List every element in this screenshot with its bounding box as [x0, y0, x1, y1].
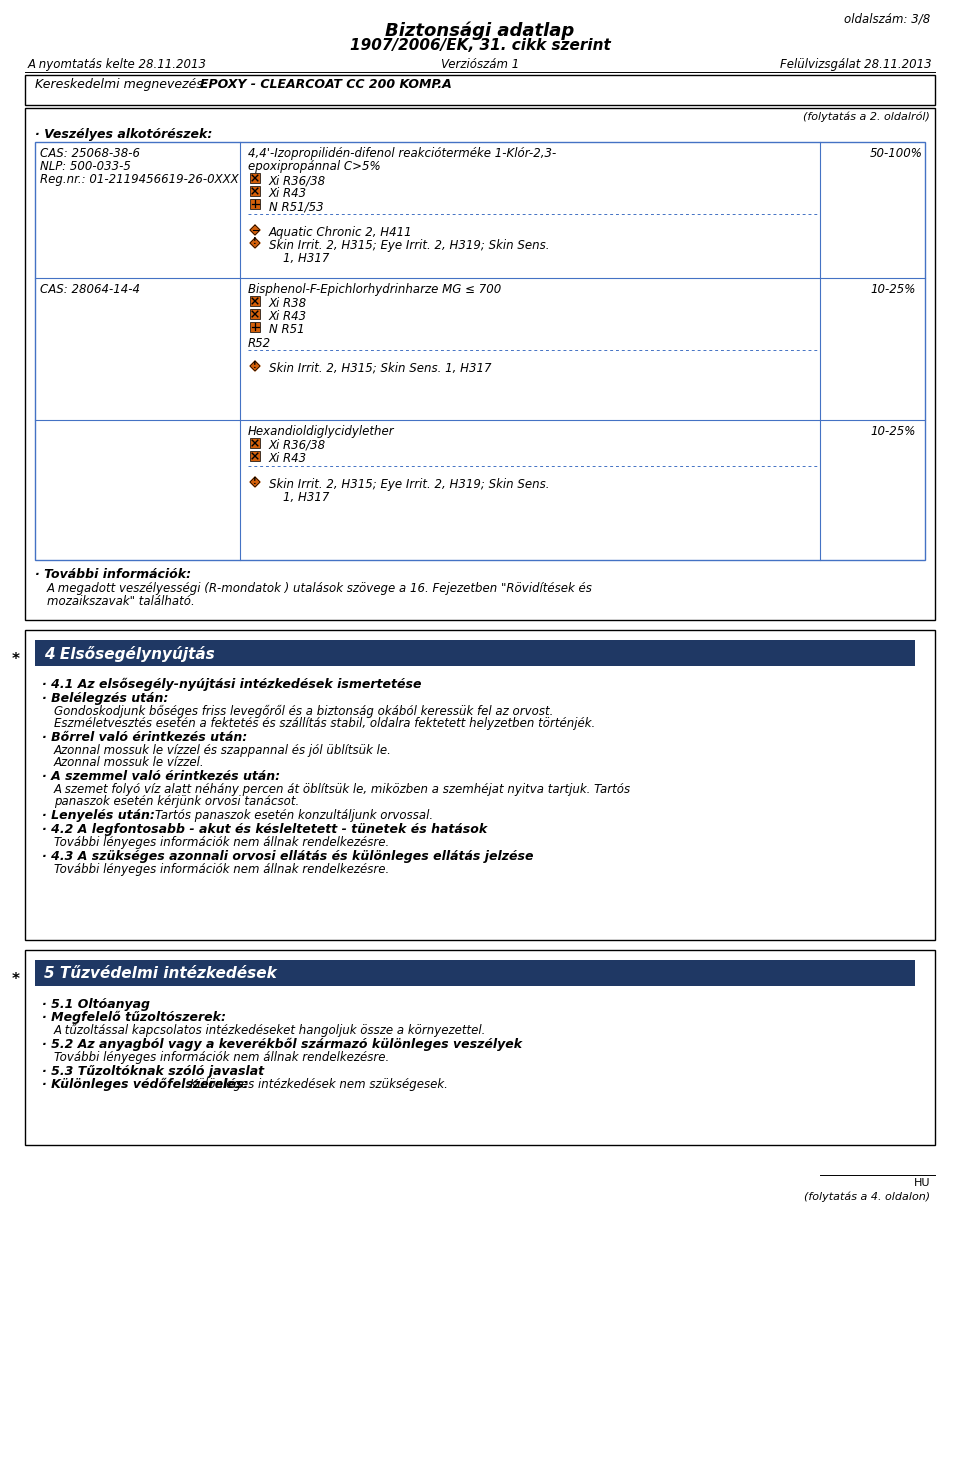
- FancyBboxPatch shape: [250, 199, 260, 209]
- Text: · További információk:: · További információk:: [35, 568, 191, 582]
- Text: Felülvizsgálat 28.11.2013: Felülvizsgálat 28.11.2013: [780, 59, 932, 70]
- Text: Hexandioldiglycidylether: Hexandioldiglycidylether: [248, 425, 395, 438]
- Polygon shape: [250, 360, 260, 371]
- FancyBboxPatch shape: [250, 322, 260, 333]
- FancyBboxPatch shape: [35, 640, 915, 667]
- FancyBboxPatch shape: [250, 186, 260, 196]
- Text: CAS: 25068-38-6: CAS: 25068-38-6: [40, 146, 140, 160]
- Text: Gondoskodjunk bőséges friss levegőről és a biztonság okából keressük fel az orvo: Gondoskodjunk bőséges friss levegőről és…: [54, 705, 553, 718]
- Text: Azonnal mossuk le vízzel.: Azonnal mossuk le vízzel.: [54, 756, 204, 769]
- Text: · 5.2 Az anyagból vagy a keverékből származó különleges veszélyek: · 5.2 Az anyagból vagy a keverékből szár…: [42, 1039, 522, 1052]
- Text: · Lenyelés után:: · Lenyelés után:: [42, 809, 159, 822]
- Text: · Megfelelő tűzoltószerek:: · Megfelelő tűzoltószerek:: [42, 1011, 226, 1024]
- Text: Xi R36/38: Xi R36/38: [269, 174, 326, 188]
- Text: mozaikszavak" található.: mozaikszavak" található.: [47, 595, 195, 608]
- Text: Bisphenol-F-Epichlorhydrinharze MG ≤ 700: Bisphenol-F-Epichlorhydrinharze MG ≤ 700: [248, 283, 501, 296]
- Text: Tartós panaszok esetén konzultáljunk orvossal.: Tartós panaszok esetén konzultáljunk orv…: [155, 809, 433, 822]
- Text: Eszméletvesztés esetén a fektetés és szállítás stabil, oldalra fektetett helyzet: Eszméletvesztés esetén a fektetés és szá…: [54, 716, 595, 730]
- FancyBboxPatch shape: [250, 438, 260, 448]
- Text: · 5.3 Tűzoltóknak szóló javaslat: · 5.3 Tűzoltóknak szóló javaslat: [42, 1065, 264, 1078]
- Text: CAS: 28064-14-4: CAS: 28064-14-4: [40, 283, 140, 296]
- Polygon shape: [250, 226, 260, 234]
- Text: *: *: [12, 971, 20, 987]
- FancyBboxPatch shape: [250, 451, 260, 461]
- Text: · Bőrrel való érintkezés után:: · Bőrrel való érintkezés után:: [42, 731, 248, 744]
- Text: Biztonsági adatlap: Biztonsági adatlap: [385, 22, 575, 41]
- Text: 1, H317: 1, H317: [283, 252, 329, 265]
- Text: HU: HU: [914, 1178, 930, 1188]
- Text: · Veszélyes alkotórészek:: · Veszélyes alkotórészek:: [35, 127, 212, 141]
- Text: NLP: 500-033-5: NLP: 500-033-5: [40, 160, 131, 173]
- Text: · Belélegzés után:: · Belélegzés után:: [42, 691, 168, 705]
- Text: oldalszám: 3/8: oldalszám: 3/8: [844, 12, 930, 25]
- Text: · 4.1 Az elsősegély-nyújtási intézkedések ismertetése: · 4.1 Az elsősegély-nyújtási intézkedése…: [42, 678, 421, 691]
- FancyBboxPatch shape: [25, 630, 935, 941]
- Text: R52: R52: [248, 337, 271, 350]
- Text: *: *: [12, 652, 20, 667]
- Text: · A szemmel való érintkezés után:: · A szemmel való érintkezés után:: [42, 771, 280, 782]
- Text: Aquatic Chronic 2, H411: Aquatic Chronic 2, H411: [269, 226, 413, 239]
- Text: További lényeges információk nem állnak rendelkezésre.: További lényeges információk nem állnak …: [54, 863, 389, 876]
- Polygon shape: [250, 478, 260, 486]
- Text: 10-25%: 10-25%: [870, 283, 916, 296]
- Text: 1907/2006/EK, 31. cikk szerint: 1907/2006/EK, 31. cikk szerint: [349, 38, 611, 53]
- Text: !: !: [253, 360, 257, 369]
- Text: · 4.3 A szükséges azonnali orvosi ellátás és különleges ellátás jelzése: · 4.3 A szükséges azonnali orvosi ellátá…: [42, 850, 534, 863]
- Text: További lényeges információk nem állnak rendelkezésre.: További lényeges információk nem állnak …: [54, 837, 389, 850]
- Text: Skin Irrit. 2, H315; Eye Irrit. 2, H319; Skin Sens.: Skin Irrit. 2, H315; Eye Irrit. 2, H319;…: [269, 478, 549, 491]
- FancyBboxPatch shape: [25, 75, 935, 105]
- Text: · 5.1 Oltóanyag: · 5.1 Oltóanyag: [42, 998, 150, 1011]
- Text: Reg.nr.: 01-2119456619-26-0XXX: Reg.nr.: 01-2119456619-26-0XXX: [40, 173, 239, 186]
- Text: 4,4'-Izopropilidén-difenol reakcióterméke 1-Klór-2,3-: 4,4'-Izopropilidén-difenol reakciótermék…: [248, 146, 556, 160]
- FancyBboxPatch shape: [35, 960, 915, 986]
- Text: 1, H317: 1, H317: [283, 491, 329, 504]
- FancyBboxPatch shape: [250, 173, 260, 183]
- Text: A megadott veszélyességi (R-mondatok ) utalások szövege a 16. Fejezetben "Rövidí: A megadott veszélyességi (R-mondatok ) u…: [47, 582, 593, 595]
- Text: 4 Elsősegélynyújtás: 4 Elsősegélynyújtás: [44, 646, 215, 662]
- Text: 5 Tűzvédelmi intézkedések: 5 Tűzvédelmi intézkedések: [44, 965, 276, 982]
- Text: A tűzoltással kapcsolatos intézkedéseket hangoljuk össze a környezettel.: A tűzoltással kapcsolatos intézkedéseket…: [54, 1024, 487, 1037]
- Text: epoxipropánnal C>5%: epoxipropánnal C>5%: [248, 160, 380, 173]
- Text: panaszok esetén kérjünk orvosi tanácsot.: panaszok esetén kérjünk orvosi tanácsot.: [54, 795, 300, 809]
- FancyBboxPatch shape: [250, 296, 260, 306]
- Text: 50-100%: 50-100%: [870, 146, 923, 160]
- Text: Skin Irrit. 2, H315; Eye Irrit. 2, H319; Skin Sens.: Skin Irrit. 2, H315; Eye Irrit. 2, H319;…: [269, 239, 549, 252]
- Text: Skin Irrit. 2, H315; Skin Sens. 1, H317: Skin Irrit. 2, H315; Skin Sens. 1, H317: [269, 362, 492, 375]
- Text: Xi R36/38: Xi R36/38: [269, 440, 326, 453]
- Text: Verziószám 1: Verziószám 1: [441, 59, 519, 70]
- Text: EPOXY - CLEARCOAT CC 200 KOMP.A: EPOXY - CLEARCOAT CC 200 KOMP.A: [200, 78, 452, 91]
- Text: Kereskedelmi megnevezés:: Kereskedelmi megnevezés:: [35, 78, 211, 91]
- Polygon shape: [250, 237, 260, 248]
- FancyBboxPatch shape: [25, 108, 935, 620]
- Text: · Különleges védőfelszerelés:: · Különleges védőfelszerelés:: [42, 1078, 249, 1091]
- FancyBboxPatch shape: [250, 309, 260, 319]
- Text: !: !: [253, 237, 257, 246]
- Text: · 4.2 A legfontosabb - akut és késleltetett - tünetek és hatások: · 4.2 A legfontosabb - akut és késleltet…: [42, 823, 488, 837]
- Text: Xi R43: Xi R43: [269, 453, 307, 464]
- FancyBboxPatch shape: [25, 949, 935, 1146]
- Text: (folytatás a 4. oldalon): (folytatás a 4. oldalon): [804, 1191, 930, 1201]
- Text: A szemet folyó víz alatt néhány percen át öblítsük le, miközben a szemhéjat nyit: A szemet folyó víz alatt néhány percen á…: [54, 782, 631, 795]
- Text: (folytatás a 2. oldalról): (folytatás a 2. oldalról): [804, 111, 930, 123]
- Text: Xi R43: Xi R43: [269, 311, 307, 322]
- Text: A nyomtatás kelte 28.11.2013: A nyomtatás kelte 28.11.2013: [28, 59, 207, 70]
- Text: Xi R43: Xi R43: [269, 188, 307, 201]
- Text: Azonnal mossuk le vízzel és szappannal és jól üblítsük le.: Azonnal mossuk le vízzel és szappannal é…: [54, 744, 392, 757]
- Text: Xi R38: Xi R38: [269, 297, 307, 311]
- FancyBboxPatch shape: [35, 142, 925, 560]
- Text: További lényeges információk nem állnak rendelkezésre.: További lényeges információk nem állnak …: [54, 1050, 389, 1064]
- Text: !: !: [253, 476, 257, 485]
- Text: 10-25%: 10-25%: [870, 425, 916, 438]
- Text: N R51: N R51: [269, 322, 304, 335]
- Text: Különleges intézkedések nem szükségesek.: Különleges intézkedések nem szükségesek.: [190, 1078, 448, 1091]
- Text: N R51/53: N R51/53: [269, 201, 324, 212]
